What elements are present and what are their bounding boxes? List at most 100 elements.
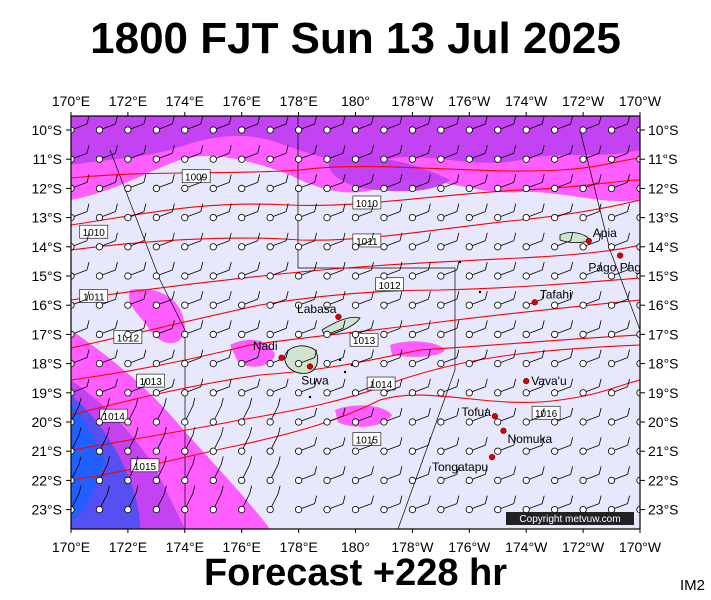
wind-station-circle — [238, 359, 246, 368]
wind-barb-feather — [342, 378, 346, 387]
wind-station-circle — [607, 447, 616, 455]
wind-station-circle — [238, 301, 246, 309]
wind-barb-feather — [171, 145, 175, 154]
wind-station-circle — [266, 418, 274, 426]
lat-tick-right-5: 15°S — [648, 268, 679, 284]
wind-barb-feather — [314, 174, 317, 183]
wind-barb-feather — [541, 407, 545, 417]
wind-barb-feather — [115, 174, 118, 183]
wind-barb — [95, 320, 118, 338]
wind-barb — [551, 145, 574, 163]
wind-barb-feather — [371, 232, 374, 241]
place-suva: Suva — [301, 363, 329, 388]
wind-barb — [323, 116, 346, 134]
wind-station-circle — [607, 126, 616, 134]
wind-barb — [551, 349, 574, 368]
wind-station-circle — [522, 505, 530, 514]
wind-station-circle — [124, 505, 132, 514]
wind-barb — [294, 203, 317, 222]
wind-barb — [380, 378, 403, 397]
wind-barb — [551, 203, 574, 222]
wind-station-circle — [266, 272, 274, 280]
wind-barb-feather — [456, 174, 460, 183]
wind-barb-feather — [513, 320, 517, 329]
wind-barb — [323, 378, 346, 397]
wind-station-circle — [351, 155, 360, 163]
isobar-label-text: 1015 — [134, 462, 157, 473]
wind-barb-feather — [399, 261, 403, 271]
wind-station-circle — [323, 272, 331, 280]
wind-barb-feather — [399, 232, 403, 241]
wind-barb-feather — [277, 427, 281, 436]
wind-station-circle — [152, 330, 160, 338]
wind-station-circle — [607, 505, 616, 514]
wind-barb-feather — [627, 437, 630, 446]
wind-barb-feather — [371, 145, 374, 154]
wind-barb — [494, 378, 517, 397]
wind-barb — [380, 174, 403, 192]
wind-barb-feather — [220, 456, 224, 465]
wind-barb — [209, 427, 224, 455]
wind-barb — [494, 349, 517, 368]
wind-barb-feather — [570, 466, 574, 475]
wind-station-circle — [209, 243, 217, 251]
wind-barb-feather — [598, 378, 602, 387]
isobar-label-box — [181, 169, 211, 184]
wind-barb — [408, 437, 431, 455]
wind-barb-feather — [598, 349, 602, 358]
wind-station-circle — [209, 447, 217, 455]
wind-barb — [437, 232, 460, 251]
wind-station-circle — [408, 389, 416, 397]
wind-barb — [238, 320, 261, 338]
wind-station-circle — [551, 126, 559, 134]
lon-tick-bottom-1: 172°E — [109, 539, 147, 555]
wind-station-circle — [209, 359, 217, 368]
wind-barb — [95, 378, 118, 397]
wind-station-circle — [579, 272, 587, 280]
wind-barb — [437, 116, 460, 134]
lat-tick-left-5: 15°S — [31, 268, 62, 284]
wind-barb — [323, 495, 346, 514]
wind-barb-layer — [71, 116, 640, 514]
lat-tick-left-0: 10°S — [31, 122, 62, 138]
wind-barb-feather — [456, 261, 460, 271]
wind-station-circle — [95, 418, 104, 426]
wind-barb — [323, 174, 346, 192]
wind-barb — [181, 291, 204, 309]
wind-barb-feather — [598, 291, 602, 300]
wind-station-circle — [494, 301, 502, 309]
wind-barb-feather — [428, 495, 431, 504]
wind-barb — [465, 495, 488, 514]
tick-layer: 170°E 170°E 172°E 172°E 174°E 174°E 176°E 176°E… — [31, 93, 678, 555]
lat-tick-left-10: 20°S — [31, 414, 62, 430]
wind-barb — [323, 232, 346, 251]
wind-barb-feather — [627, 466, 630, 475]
place-label: Tofua — [462, 405, 492, 419]
wind-barb-feather — [228, 116, 232, 125]
wind-barb — [380, 116, 403, 134]
wind-barb-feather — [484, 466, 488, 475]
wind-station-circle — [494, 505, 502, 514]
wind-barb — [266, 378, 289, 397]
wind-barb — [408, 232, 431, 251]
wind-station-circle — [522, 359, 530, 368]
islet-0 — [338, 358, 342, 362]
wind-barb — [152, 232, 175, 251]
isobar-label-text: 1010 — [356, 199, 379, 210]
wind-barb-feather — [484, 145, 488, 154]
wind-station-circle — [238, 155, 246, 163]
wind-barb — [238, 232, 261, 251]
wind-barb — [209, 291, 232, 309]
wind-station-circle — [95, 447, 104, 455]
wind-station-circle — [266, 243, 274, 251]
wind-station-circle — [522, 389, 530, 397]
wind-station-circle — [437, 214, 445, 222]
wind-barb-feather — [115, 291, 118, 300]
wind-station-circle — [124, 214, 132, 222]
wind-station-circle — [95, 389, 104, 397]
wind-station-circle — [465, 243, 473, 251]
wind-station-circle — [408, 330, 416, 338]
wind-barb-feather — [314, 203, 317, 212]
wind-barb — [124, 203, 147, 222]
wind-barb — [71, 145, 90, 163]
